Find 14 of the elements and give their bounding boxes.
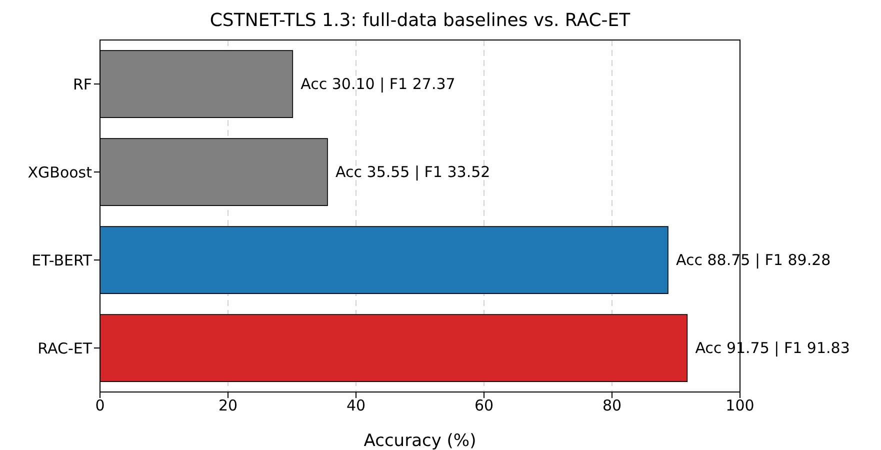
x-tick-label: 60 <box>474 396 494 415</box>
x-tick-label: 20 <box>218 396 238 415</box>
x-tick-label: 100 <box>726 396 754 415</box>
y-tick-label: RF <box>72 75 92 94</box>
x-tick-label: 40 <box>346 396 366 415</box>
chart-title: CSTNET-TLS 1.3: full-data baselines vs. RAC-ET <box>208 10 632 31</box>
data-label: Acc 35.55 | F1 33.52 <box>336 163 490 182</box>
data-label: Acc 30.10 | F1 27.37 <box>300 75 456 94</box>
y-tick-label: XGBoost <box>28 163 92 182</box>
y-tick-label: ET-BERT <box>32 251 93 270</box>
x-tick-label: 0 <box>95 396 105 415</box>
y-tick-label: RAC-ET <box>38 339 93 358</box>
x-tick-label: 80 <box>602 396 622 415</box>
x-axis-title: Accuracy (%) <box>364 431 476 450</box>
